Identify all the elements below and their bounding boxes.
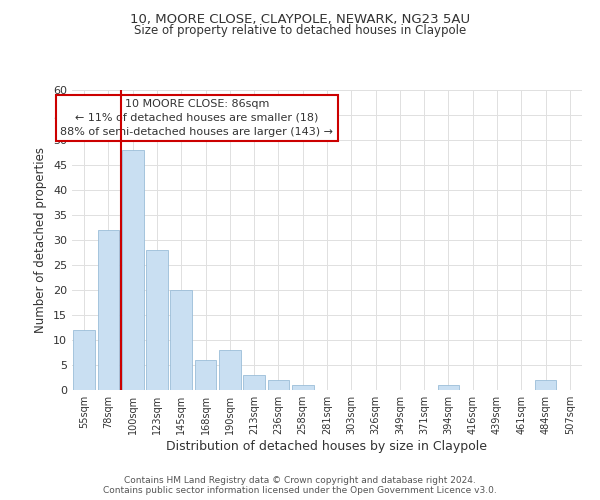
Y-axis label: Number of detached properties: Number of detached properties (34, 147, 47, 333)
Bar (170, 290, 192, 390)
Bar (97, 230, 119, 390)
Bar (194, 360, 217, 390)
Bar (535, 380, 556, 390)
Bar (243, 375, 265, 390)
Text: Size of property relative to detached houses in Claypole: Size of property relative to detached ho… (134, 24, 466, 37)
Text: 10 MOORE CLOSE: 86sqm
← 11% of detached houses are smaller (18)
88% of semi-deta: 10 MOORE CLOSE: 86sqm ← 11% of detached … (61, 99, 334, 137)
Bar (122, 150, 143, 390)
Text: Contains public sector information licensed under the Open Government Licence v3: Contains public sector information licen… (103, 486, 497, 495)
Bar (437, 385, 460, 390)
X-axis label: Distribution of detached houses by size in Claypole: Distribution of detached houses by size … (167, 440, 487, 453)
Bar (268, 380, 289, 390)
Text: 10, MOORE CLOSE, CLAYPOLE, NEWARK, NG23 5AU: 10, MOORE CLOSE, CLAYPOLE, NEWARK, NG23 … (130, 12, 470, 26)
Text: Contains HM Land Registry data © Crown copyright and database right 2024.: Contains HM Land Registry data © Crown c… (124, 476, 476, 485)
Bar (219, 350, 241, 390)
Bar (73, 330, 95, 390)
Bar (292, 385, 314, 390)
Bar (146, 250, 168, 390)
